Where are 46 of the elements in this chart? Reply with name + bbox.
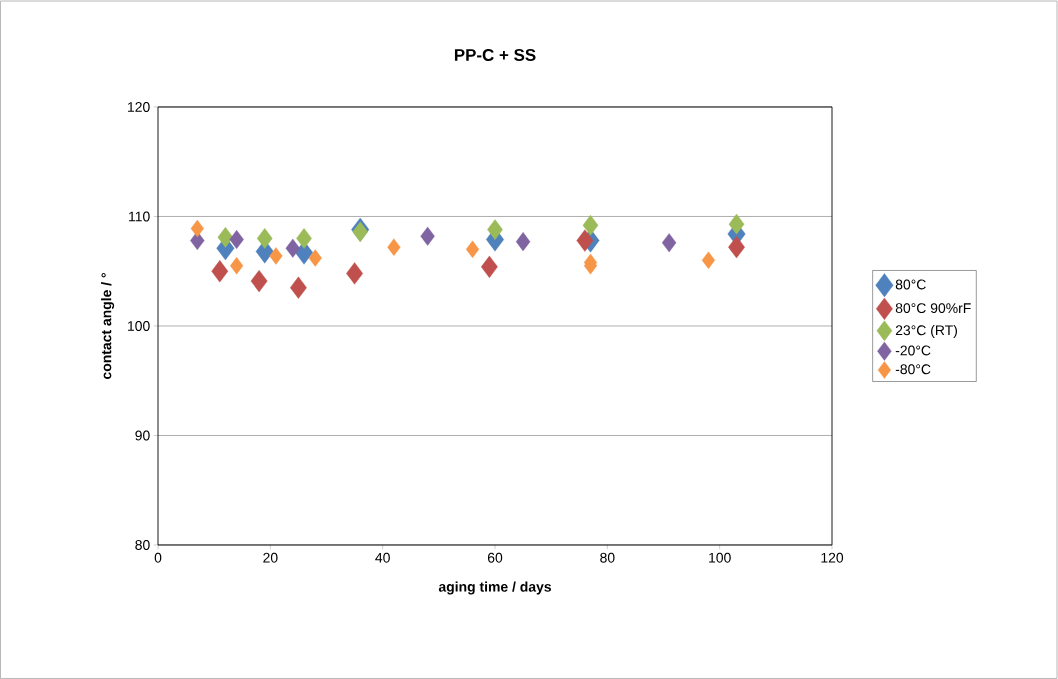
point [229, 229, 244, 249]
point [190, 219, 204, 238]
point [211, 260, 229, 283]
y-axis-title: contact angle / ° [101, 273, 115, 379]
point [387, 238, 401, 256]
point [515, 232, 531, 252]
legend-label: 23°C (RT) [895, 324, 957, 338]
y-tick-label: 100 [128, 321, 150, 331]
point [217, 226, 234, 248]
point [661, 233, 677, 253]
point [481, 255, 498, 278]
point [346, 262, 363, 285]
point [582, 214, 599, 236]
point [728, 236, 745, 259]
legend-label: -80°C [895, 364, 931, 375]
x-tick-label: 100 [709, 552, 731, 563]
y-tick-label: 110 [129, 211, 150, 222]
point [420, 226, 435, 246]
legend-label: -20°C [895, 345, 931, 356]
point [576, 229, 594, 252]
legend-label: 80°C 90%rF [895, 303, 971, 314]
point [230, 257, 244, 275]
x-tick-label: 40 [375, 552, 390, 563]
chart-title: PP-C + SS [454, 48, 536, 61]
point [296, 228, 312, 249]
point [269, 247, 283, 265]
point [352, 221, 368, 243]
x-tick-label: 80 [600, 552, 615, 563]
point [728, 213, 745, 235]
x-tick-label: 0 [154, 552, 162, 563]
point [285, 238, 300, 258]
point [250, 269, 268, 293]
point [256, 228, 273, 249]
point [290, 276, 307, 299]
point [308, 249, 322, 267]
x-tick-label: 120 [821, 552, 844, 563]
x-tick-label: 20 [263, 552, 278, 563]
point [465, 240, 480, 259]
y-tick-label: 90 [135, 430, 150, 441]
point [701, 251, 716, 269]
legend-label: 80°C [895, 279, 926, 290]
y-tick-label: 120 [128, 102, 150, 112]
x-axis-title: aging time / days [438, 581, 552, 595]
point [487, 219, 503, 240]
x-tick-label: 60 [487, 552, 503, 563]
y-tick-label: 80 [135, 540, 150, 550]
